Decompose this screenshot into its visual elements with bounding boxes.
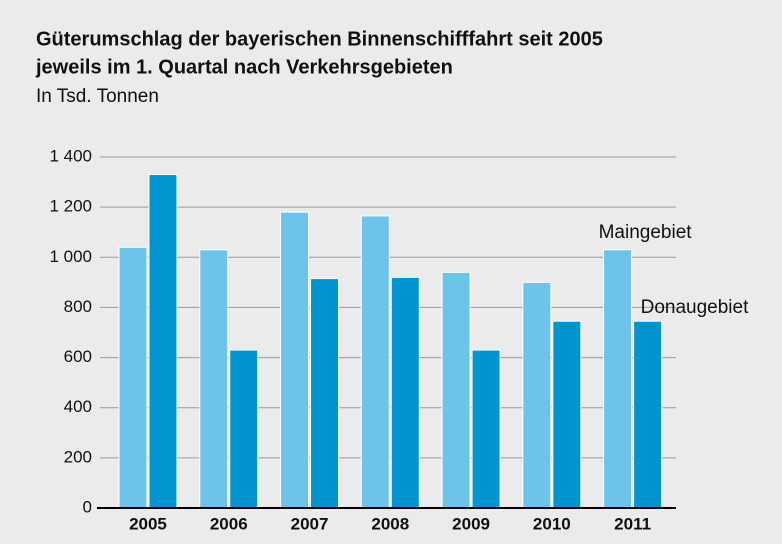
bar [603,249,633,509]
bar [148,174,178,509]
chart-title: Güterumschlag der bayerischen Binnenschi… [36,28,603,50]
x-tick-label: 2006 [210,514,248,533]
bar [118,246,148,509]
x-tick-label: 2011 [614,514,651,533]
x-tick-label: 2005 [129,514,167,533]
chart-subtitle: jeweils im 1. Quartal nach Verkehrsgebie… [35,56,453,78]
y-tick-label: 200 [64,447,92,466]
bar [280,211,310,509]
y-tick-label: 600 [64,347,92,366]
legend-label: Maingebiet [599,222,693,243]
bar [390,276,420,509]
y-tick-label: 400 [64,397,92,416]
bar [360,215,390,509]
bar [633,320,663,509]
unit-label: In Tsd. Tonnen [36,86,159,107]
y-tick-label: 0 [83,497,92,516]
bar [310,278,340,509]
y-tick-label: 1 000 [49,247,92,266]
x-tick-label: 2009 [452,514,490,533]
legend-label: Donaugebiet [641,297,749,318]
y-tick-label: 1 400 [49,146,92,165]
bar [552,320,582,509]
y-tick-label: 1 200 [49,197,92,216]
bar [522,281,552,509]
x-tick-label: 2008 [371,514,409,533]
y-tick-label: 800 [64,297,92,316]
x-tick-label: 2010 [533,514,571,533]
bar [229,349,259,509]
bar [471,349,501,509]
x-tick-label: 2007 [291,514,329,533]
bar [441,271,471,509]
bar [199,249,229,509]
